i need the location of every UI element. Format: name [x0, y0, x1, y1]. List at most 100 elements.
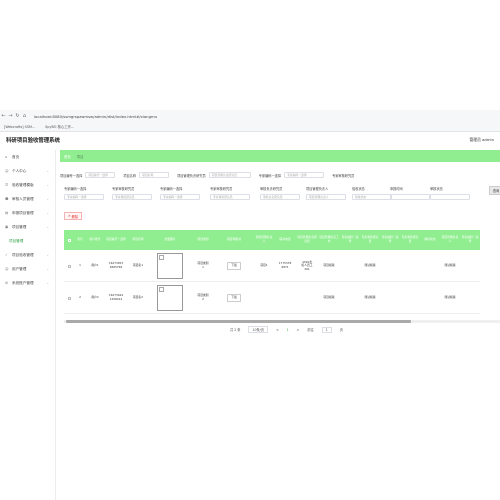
filter-label: 验收状态	[352, 187, 365, 191]
file-icon: ▤	[5, 211, 9, 215]
table-cell	[274, 282, 296, 314]
cover-image-icon	[157, 285, 183, 311]
table-cell	[340, 282, 360, 314]
filter-row-2: 专家编码一选择 专家编码一选择 专家审核研究员 专家审核研究员 专家编码一选择 专家编码一…	[60, 186, 500, 204]
forward-icon[interactable]: →	[8, 113, 13, 119]
filter-cell: 验收状态 验收状态	[352, 186, 400, 200]
address-bar[interactable]: localhost:8080/ssmgrspzwmsw/admin/dist/i…	[34, 113, 158, 119]
column-header: 项目名称	[132, 237, 144, 242]
sidebar-item-label: 验收管理模版	[12, 182, 34, 187]
table-cell	[340, 250, 360, 282]
pager-total: 共 2 条	[230, 328, 241, 332]
scrollbar-thumb[interactable]	[66, 320, 411, 323]
delete-label: 删除	[71, 214, 79, 219]
user-icon: ☺	[5, 169, 9, 173]
sidebar-item-7[interactable]: ✓ 项目验收管理 ⌄	[0, 248, 55, 262]
table-cell	[64, 250, 74, 282]
sidebar-item-1[interactable]: ☺ 个人中心 ⌄	[0, 164, 55, 178]
home-nav-icon[interactable]: ⌂	[22, 113, 27, 119]
horizontal-scrollbar[interactable]	[64, 320, 500, 323]
sidebar-item-3[interactable]: ☻ 审核人员管理 ⌄	[0, 192, 55, 206]
column-header: 项目管理负责人	[255, 235, 273, 243]
pager-page-1[interactable]: 1	[286, 327, 289, 332]
filter-input[interactable]: 验收状态	[352, 194, 392, 200]
cover-image-icon	[157, 253, 183, 279]
chevron-down-icon: ⌄	[46, 225, 49, 229]
column-header[interactable]	[64, 230, 74, 250]
filter-input[interactable]: 专家编码一选择	[64, 194, 104, 200]
filter-label: 专家审核研究员	[210, 187, 233, 191]
row-checkbox[interactable]	[67, 264, 71, 268]
column-header: 封面图片	[164, 237, 176, 242]
chevron-down-icon: ⌄	[46, 183, 49, 187]
sidebar-item-label: 申报项目管理	[12, 210, 34, 215]
filter-input[interactable]: 项目管理负责研究员	[208, 172, 251, 178]
sidebar-item-label: 个人中心	[12, 168, 27, 173]
filter-label: 专家审核研究员	[112, 187, 135, 191]
sidebar: ⌂ 首页 ☺ 个人中心 ⌄ ☰ 验收管理模版 ⌄ ☻ 审核人员管理 ⌄ ▤ 申报项目管理 ⌄ ▣ 项目管理 ⌄ 项…	[0, 150, 56, 500]
filter-cell: 申报时间	[390, 186, 438, 200]
bookmarks-bar: [Webcrafts] SSM... SpyBO 核心工作...	[0, 122, 500, 131]
chevron-down-icon: ⌄	[46, 267, 49, 271]
bookmark-2[interactable]: SpyBO 核心工作...	[45, 125, 75, 129]
pager-goto-input[interactable]: 1	[321, 326, 332, 333]
column-header: 专家编码一选择	[461, 235, 479, 243]
delete-button[interactable]: ✕ 删除	[64, 212, 82, 220]
download-button[interactable]: 下载	[227, 294, 241, 302]
filter-cell: 审核负责研究员 审核负责研究员	[260, 186, 308, 200]
table-row: 1 用户1 16473053 4665766 项目名1 项目类别 1 下载 项目1 17753…	[64, 250, 480, 282]
sidebar-item-9[interactable]: ⚙ 系统账户管理 ⌄	[0, 276, 55, 290]
filter-input[interactable]: 项目管理负责人	[306, 194, 346, 200]
filter-cell: 专家编码一选择 专家编码一选择	[160, 186, 208, 200]
filter-label: 专家编码一选择	[160, 187, 183, 191]
filter-input[interactable]: 专家编码一选择	[160, 194, 200, 200]
filter-input[interactable]: 项目名称	[139, 172, 170, 178]
sidebar-item-0[interactable]: ⌂ 首页	[0, 150, 55, 164]
table-cell: 测试模版	[444, 295, 456, 300]
breadcrumb-current: 项目	[76, 154, 84, 159]
filter-input[interactable]: 专家审核研究员	[112, 194, 152, 200]
filter-input[interactable]	[430, 194, 470, 200]
filter-label: 项目管理负责研究员	[177, 173, 206, 178]
search-button[interactable]: 查询	[489, 186, 500, 195]
sidebar-item-5[interactable]: ▣ 项目管理 ⌄	[0, 220, 55, 234]
column-header: 项目编号一选择	[106, 237, 126, 242]
sidebar-item-4[interactable]: ▤ 申报项目管理 ⌄	[0, 206, 55, 220]
download-button[interactable]: 下载	[227, 262, 241, 270]
select-all-checkbox[interactable]	[67, 238, 71, 242]
bookmark-1[interactable]: [Webcrafts] SSM...	[4, 124, 36, 129]
pager-prev-button[interactable]: <	[275, 327, 279, 332]
breadcrumb-home[interactable]: 首页	[64, 154, 71, 159]
table-cell	[400, 250, 420, 282]
app-title: 科研项目验收管理系统	[6, 138, 60, 144]
filter-input[interactable]: 项目编号一选择	[85, 172, 116, 178]
gear-icon: ⚙	[5, 281, 9, 285]
column-header: 联系电话	[279, 237, 291, 242]
pager-size-select[interactable]: 10条/页	[248, 326, 268, 333]
data-table: 索引 用户账号 项目编号一选择 项目名称 封面图片 项目类别 项目申报书 项目管理负责人 联系电…	[64, 230, 500, 322]
table-cell	[380, 282, 400, 314]
row-checkbox[interactable]	[67, 296, 71, 300]
filter-input[interactable]: 专家编码一选择	[284, 172, 325, 178]
sidebar-item-8[interactable]: ☺ 用户管理 ⌄	[0, 262, 55, 276]
trash-icon: ✕	[67, 214, 71, 218]
filter-input[interactable]	[390, 194, 430, 200]
filter-cell: 专家审核研究员 专家审核研究员	[112, 186, 160, 200]
filter-input[interactable]: 专家审核研究员	[210, 194, 250, 200]
app-header: 科研项目验收管理系统 管理员 admin	[0, 132, 500, 148]
sidebar-item-6[interactable]: 项目管理	[0, 234, 55, 248]
back-icon[interactable]: ←	[1, 113, 6, 119]
filter-input[interactable]: 审核负责研究员	[260, 194, 300, 200]
column-header: 专家审核研究员	[361, 235, 379, 243]
filter-label: 项目名称	[123, 173, 137, 178]
admin-user[interactable]: 管理员 admin	[469, 137, 495, 142]
filter-label: 专家审核研究员	[332, 173, 355, 178]
table-cell: 项目模版	[323, 295, 335, 300]
breadcrumb: 首页 项目	[60, 150, 500, 162]
sidebar-item-2[interactable]: ☰ 验收管理模版 ⌄	[0, 178, 55, 192]
reload-icon[interactable]: ↻	[15, 113, 20, 119]
table-cell: 项目1	[260, 263, 268, 268]
chevron-down-icon: ⌄	[46, 211, 49, 215]
pager-next-button[interactable]: >	[296, 327, 300, 332]
